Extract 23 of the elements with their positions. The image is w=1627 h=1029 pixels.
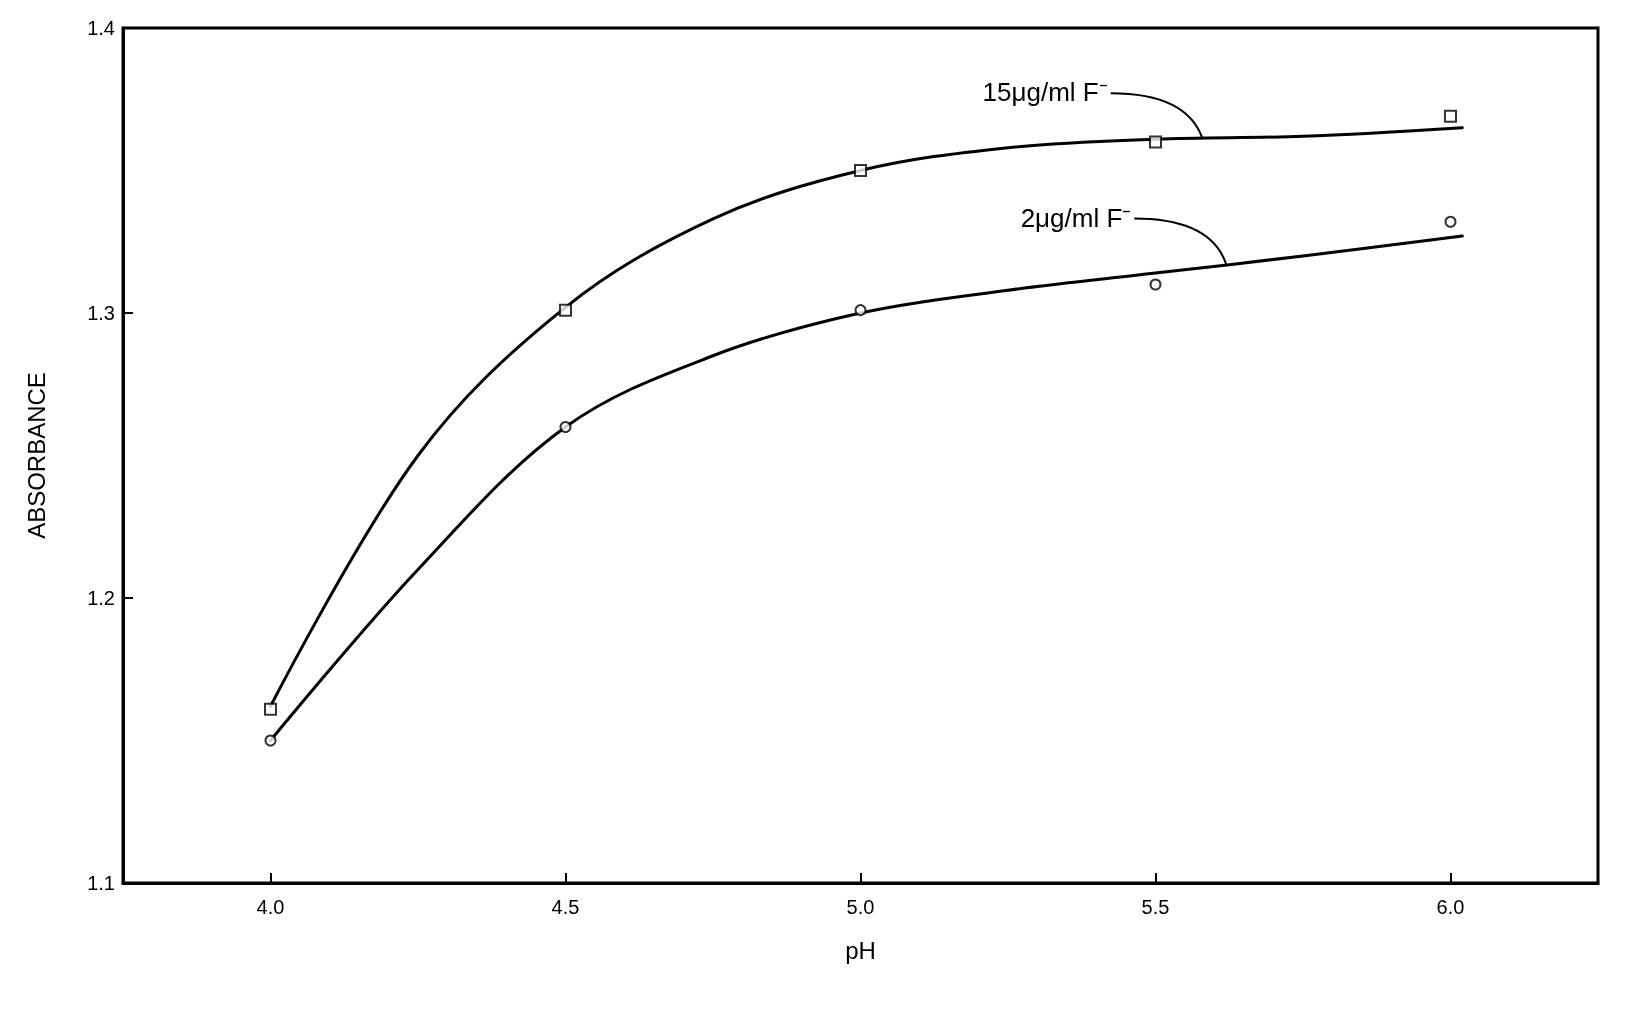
y-tick-label: 1.4 [87,17,115,39]
point [264,702,277,716]
point [1444,109,1457,123]
point [264,734,277,747]
x-tick-label: 5.0 [846,896,875,918]
annotation: 2μg/ml F⁻ [1020,202,1132,233]
point [1149,135,1162,149]
point [1444,215,1457,228]
point [559,421,572,433]
point [559,303,572,317]
point [1149,278,1162,291]
x-tick-label: 6.0 [1436,896,1465,918]
x-tick-label: 5.5 [1141,896,1170,918]
y-tick-label: 1.3 [87,302,115,324]
x-tick-label: 4.0 [256,896,285,918]
y-axis-title: ABSORBANCE [22,372,50,539]
y-tick-label: 1.1 [87,872,115,894]
x-axis-title: pH [845,936,876,964]
point [854,304,867,317]
y-tick-label: 1.2 [87,587,115,609]
annotation: 15μg/ml F⁻ [982,77,1108,108]
point [854,164,867,177]
x-tick-label: 4.5 [551,896,580,918]
